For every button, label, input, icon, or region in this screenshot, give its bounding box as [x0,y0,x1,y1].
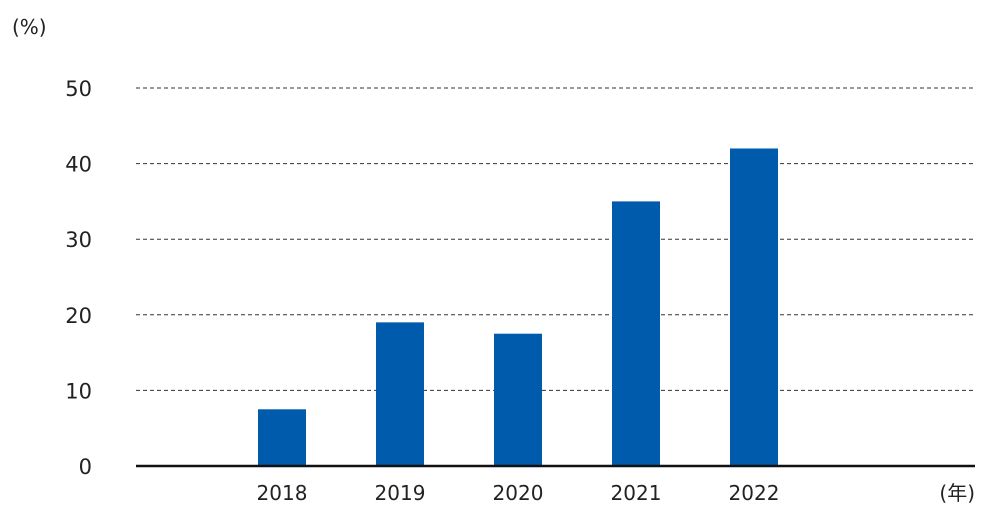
bar-2020 [494,333,542,466]
y-axis-unit-label: (%) [12,15,47,39]
bar-2019 [376,322,424,466]
grid-lines [136,87,975,391]
x-axis-unit-label: (年) [939,481,975,505]
bar-2018 [258,409,306,466]
y-tick-label-20: 20 [65,304,92,328]
y-tick-labels: 0 10 20 30 40 50 [65,77,92,479]
y-tick-label-10: 10 [65,379,92,403]
x-tick-labels: 2018 2019 2020 2021 2022 [257,481,780,505]
x-tick-label-2022: 2022 [729,481,780,505]
y-tick-label-40: 40 [65,153,92,177]
x-tick-label-2019: 2019 [375,481,426,505]
y-tick-label-0: 0 [79,455,92,479]
x-tick-label-2018: 2018 [257,481,308,505]
x-tick-label-2021: 2021 [611,481,662,505]
bar-2021 [612,201,660,466]
y-tick-label-50: 50 [65,77,92,101]
bar-2022 [730,148,778,467]
y-tick-label-30: 30 [65,228,92,252]
x-tick-label-2020: 2020 [493,481,544,505]
bars [258,148,778,467]
